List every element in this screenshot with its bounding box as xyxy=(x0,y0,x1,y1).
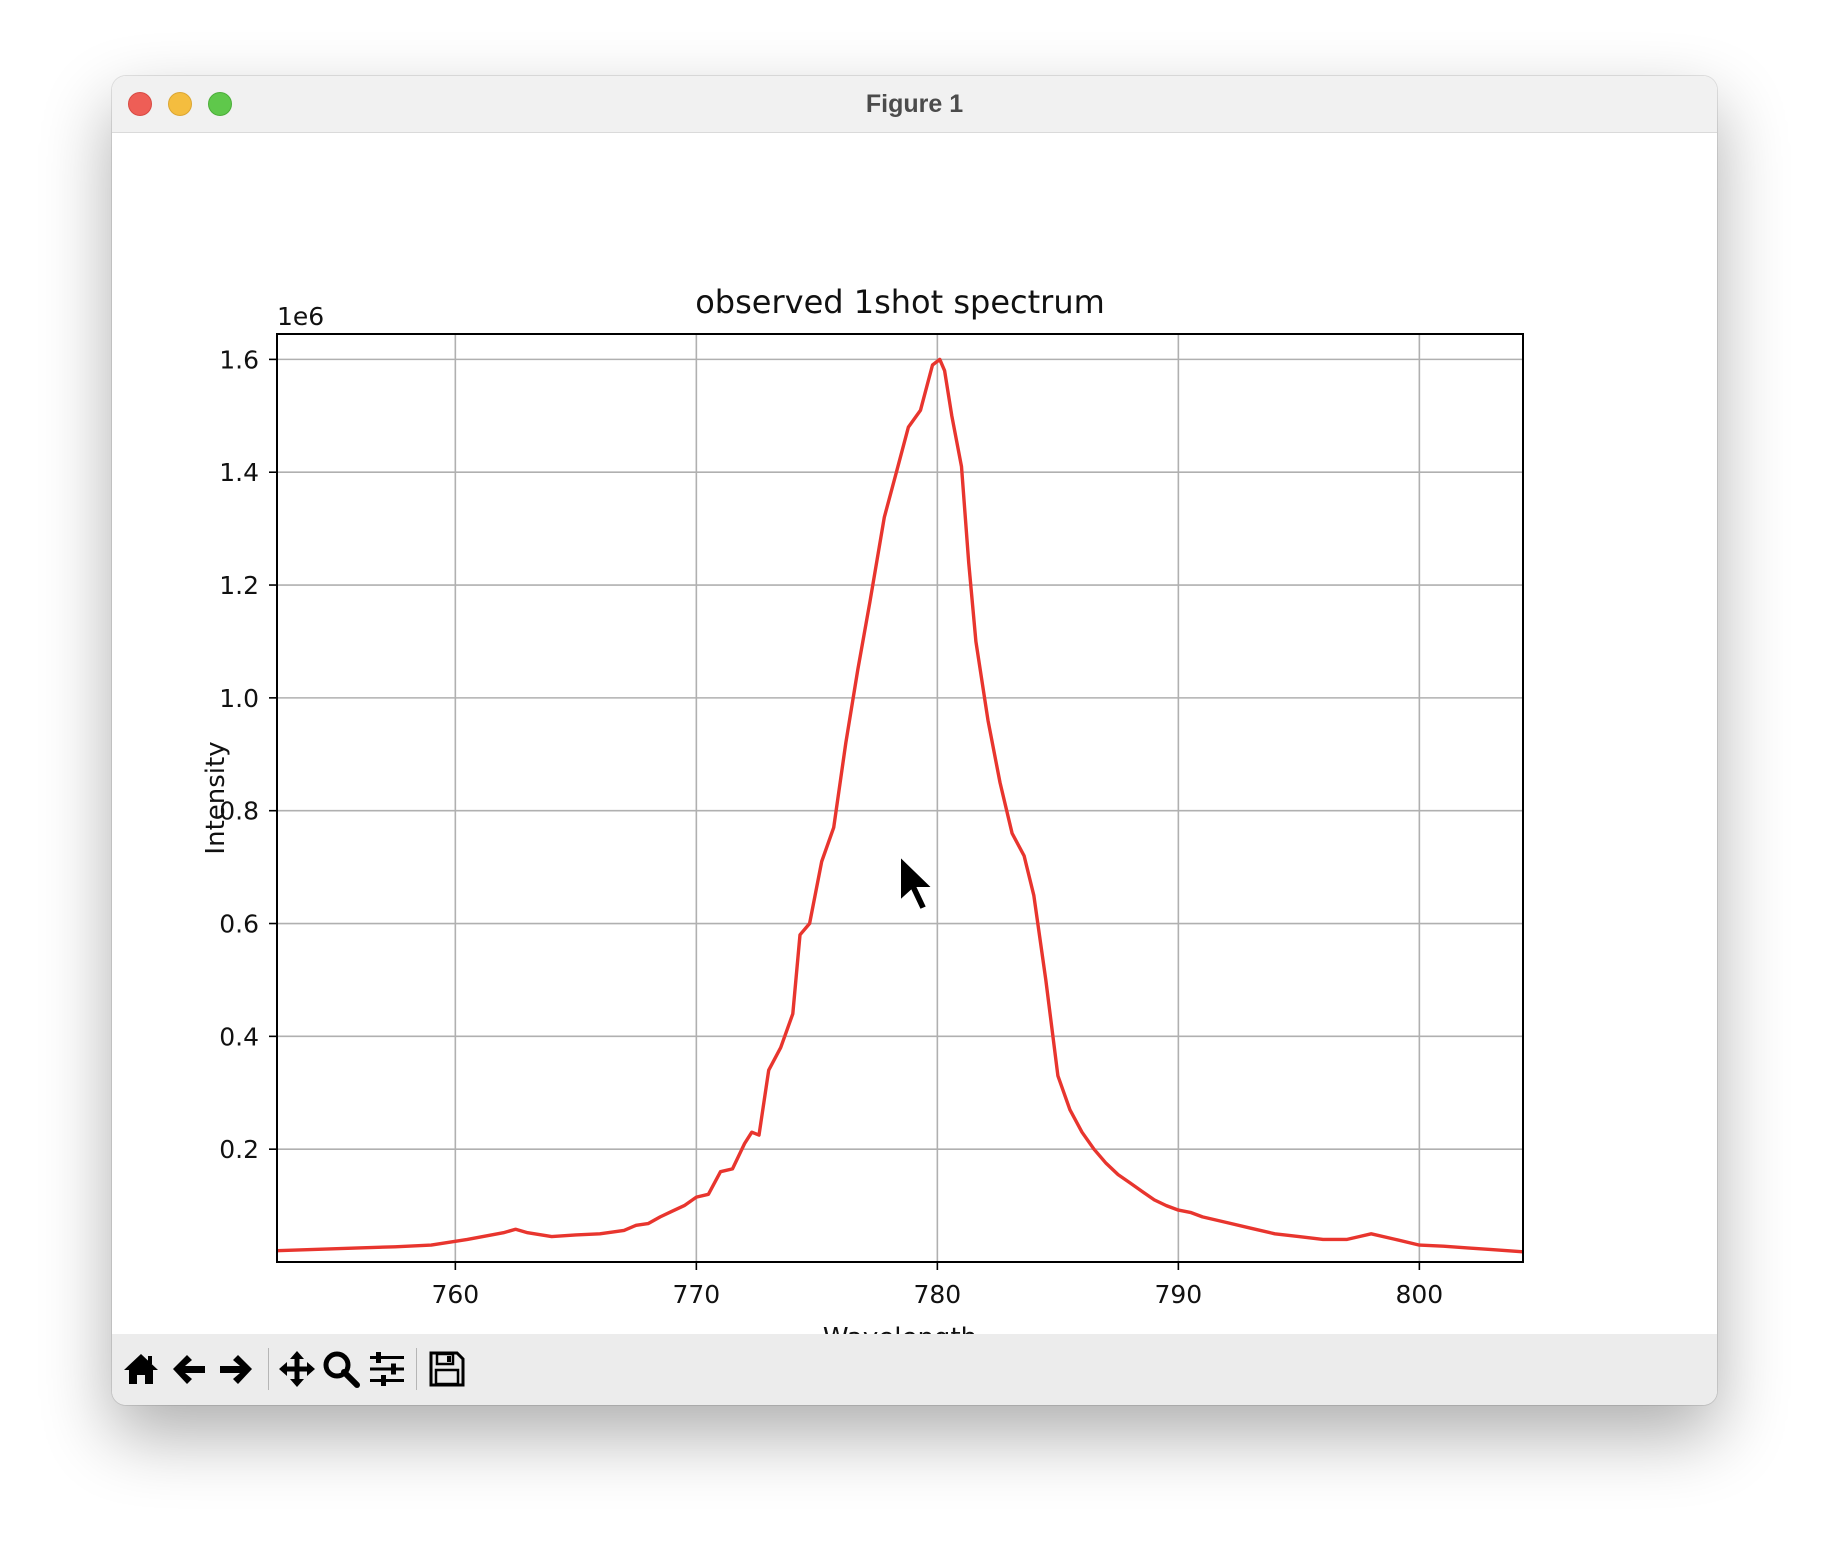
chart-svg[interactable]: 760 770 780 790 8000.20.40.60.81.01.21.41.6 … xyxy=(112,133,1717,1353)
y-tick-label: 1.6 xyxy=(219,345,259,374)
sliders-icon xyxy=(370,1352,404,1386)
axes-frame xyxy=(276,333,1524,1263)
move-icon xyxy=(279,1351,315,1387)
close-window-button[interactable] xyxy=(128,92,152,116)
home-icon xyxy=(124,1354,158,1384)
navigation-toolbar xyxy=(112,1334,1717,1405)
x-tick-label: 800 xyxy=(1396,1280,1444,1309)
y-tick-label: 1.4 xyxy=(219,458,259,487)
chart-title: observed 1shot spectrum xyxy=(695,283,1105,321)
save-button[interactable] xyxy=(426,1348,468,1390)
x-tick-label: 770 xyxy=(672,1280,720,1309)
y-offset-label: 1e6 xyxy=(277,302,324,331)
spectrum-line xyxy=(276,357,1524,1254)
plot-area xyxy=(276,357,1524,1254)
minimize-window-button[interactable] xyxy=(168,92,192,116)
mouse-cursor-icon xyxy=(899,853,936,912)
y-tick-label: 1.2 xyxy=(219,571,259,600)
forward-button[interactable] xyxy=(215,1348,257,1390)
toolbar-separator xyxy=(416,1348,417,1390)
y-tick-label: 1.0 xyxy=(219,684,259,713)
x-tick-label: 780 xyxy=(913,1280,961,1309)
x-tick-label: 760 xyxy=(431,1280,479,1309)
floppy-disk-icon xyxy=(429,1351,465,1387)
y-tick-label: 0.4 xyxy=(219,1022,259,1051)
home-button[interactable] xyxy=(120,1348,162,1390)
y-tick-label: 0.8 xyxy=(219,797,259,826)
title-bar[interactable]: Figure 1 xyxy=(112,76,1717,133)
x-axis-label: Wavelength xyxy=(823,1323,977,1334)
maximize-window-button[interactable] xyxy=(208,92,232,116)
zoom-button[interactable] xyxy=(320,1348,362,1390)
configure-subplots-button[interactable] xyxy=(366,1348,408,1390)
arrow-left-icon xyxy=(173,1355,205,1384)
y-tick-label: 0.2 xyxy=(219,1135,259,1164)
toolbar-separator xyxy=(268,1348,269,1390)
y-axis-label: Intensity xyxy=(201,741,231,854)
grid xyxy=(277,334,1523,1262)
window-title: Figure 1 xyxy=(865,90,964,118)
figure-window: Figure 1 760 770 780 790 800 0.2 0.4 0.6 0.8 1.0 1… xyxy=(112,76,1717,1405)
x-tick-label: 790 xyxy=(1155,1280,1203,1309)
figure-canvas[interactable]: 760 770 780 790 800 0.2 0.4 0.6 0.8 1.0 1.2 1.4 1.6 … xyxy=(112,133,1717,1353)
arrow-right-icon xyxy=(220,1355,252,1384)
y-tick-label: 0.6 xyxy=(219,910,259,939)
pan-button[interactable] xyxy=(276,1348,318,1390)
ticks: 760 770 780 790 800 0.2 0.4 0.6 0.8 1.0 1.2 1.4 1.6 xyxy=(219,345,1443,1309)
magnifier-icon xyxy=(323,1351,360,1388)
back-button[interactable] xyxy=(168,1348,210,1390)
